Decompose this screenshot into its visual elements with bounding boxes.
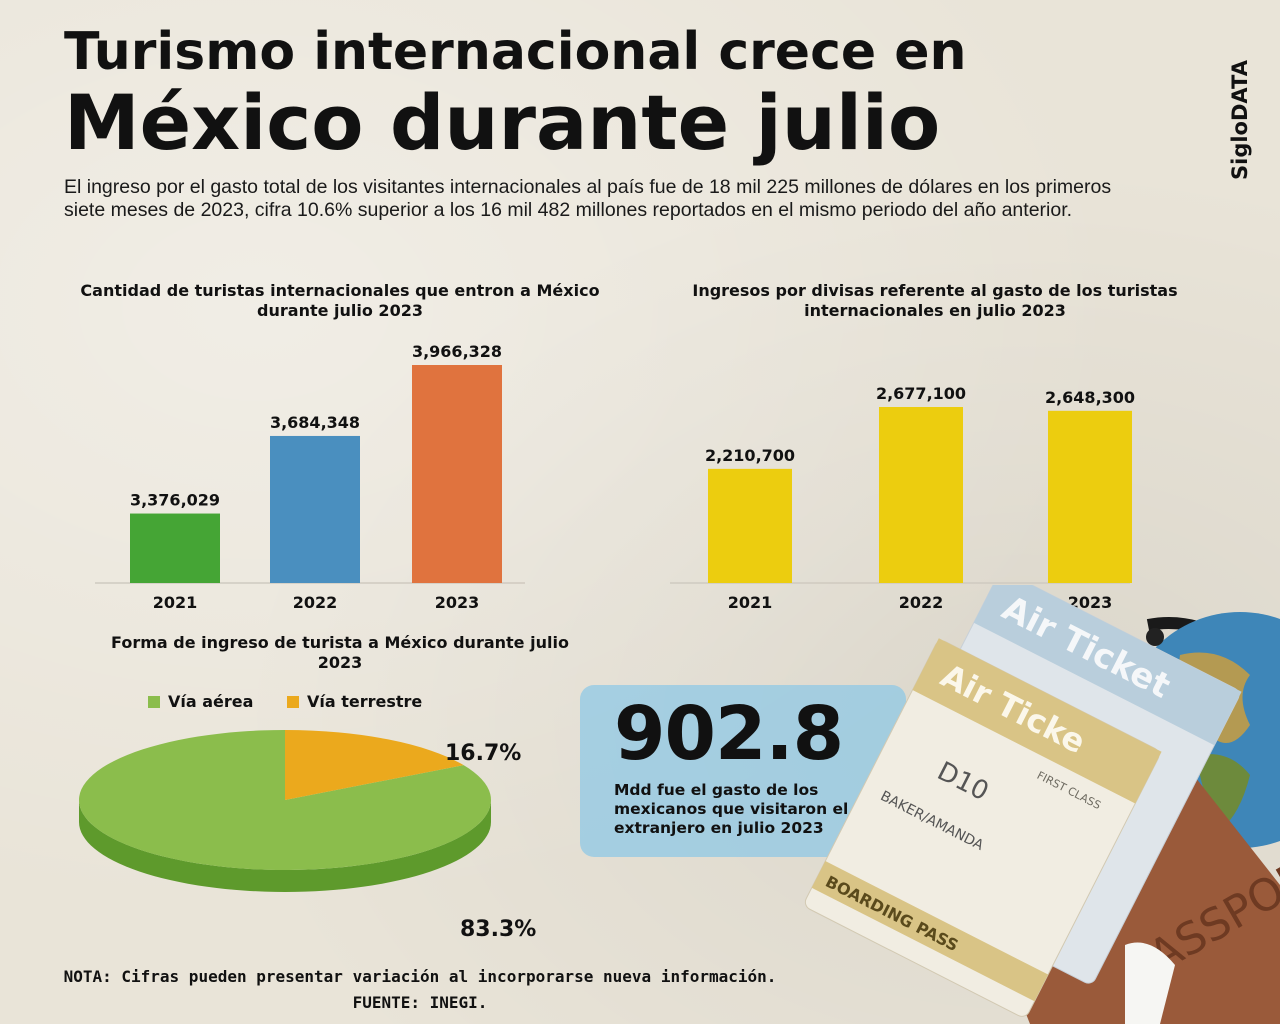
pie-slice-aerea [79,730,492,870]
spending-callout: 902.8 Mdd fue el gasto de los mexicanos … [580,685,906,857]
footer-note: NOTA: Cifras pueden presentar variación … [60,964,780,1016]
bar-2023 [412,365,502,583]
footer-source: FUENTE: INEGI. [352,993,488,1012]
pie-slice-terrestre [285,730,464,800]
pie-legend: Vía aérea Vía terrestre [148,692,450,711]
intro-paragraph: El ingreso por el gasto total de los vis… [64,176,1112,221]
legend-swatch-aerea [148,696,160,708]
legend-label-aerea: Vía aérea [168,692,254,711]
title-line-2: México durante julio [64,78,941,167]
callout-value: 902.8 [614,691,844,777]
travel-illustration: PASSPORT Air Ticket Air Ticke FIRST CLAS… [804,585,1280,1024]
x-tick-label-2022: 2022 [293,593,338,612]
ticket-front-stub [811,861,1049,1002]
brand-logo: SigloDATA [1228,60,1252,180]
pie-side [79,800,491,892]
bar-2021 [130,513,220,583]
ticket-front: Air Ticke FIRST CLASS D10 BAKER/AMANDA B… [804,638,1162,1017]
bar-2023 [1048,410,1132,583]
pie-label-aerea: 83.3% [460,917,536,942]
entry-mode-pie-chart: 16.7% 83.3% [79,730,536,942]
data-label-2022: 2,677,100 [876,384,966,403]
x-tick-label-2022: 2022 [899,593,944,612]
data-label-2022: 3,684,348 [270,413,360,432]
title-line-1: Turismo internacional crece en [64,22,967,82]
x-tick-label-2023: 2023 [435,593,480,612]
ticket-front-band [912,638,1162,804]
tourists-bar-chart: 3,376,029 2021 3,684,348 2022 3,966,328 2023 [95,342,525,612]
data-label-2023: 3,966,328 [412,342,502,361]
pie-label-terrestre: 16.7% [445,741,521,766]
legend-swatch-terrestre [287,696,299,708]
page-title: Turismo internacional crece en México du… [64,22,967,164]
data-label-2023: 2,648,300 [1045,388,1135,407]
legend-label-terrestre: Vía terrestre [307,692,423,711]
revenue-bar-chart: 2,210,700 2021 2,677,100 2022 2,648,300 2023 [670,384,1135,612]
globe-pivot [1146,628,1164,646]
legend-item-terrestre: Vía terrestre [287,692,422,711]
bar-2022 [270,435,360,583]
data-label-2021: 3,376,029 [130,491,220,510]
chart-2-title: Ingresos por divisas referente al gasto … [692,281,1178,320]
callout-text: Mdd fue el gasto de los mexicanos que vi… [614,781,849,837]
bar-2022 [879,407,963,583]
ticket-back-band [973,585,1242,746]
pen-icon [1125,942,1175,1024]
legend-item-aerea: Vía aérea [148,692,253,711]
footer-note-text: NOTA: Cifras pueden presentar variación … [63,967,777,986]
x-tick-label-2023: 2023 [1068,593,1113,612]
chart-1-title: Cantidad de turistas internacionales que… [80,281,600,320]
x-tick-label-2021: 2021 [153,593,198,612]
data-label-2021: 2,210,700 [705,446,795,465]
chart-3-title: Forma de ingreso de turista a México dur… [111,633,569,672]
bar-2021 [708,468,792,583]
x-tick-label-2021: 2021 [728,593,773,612]
